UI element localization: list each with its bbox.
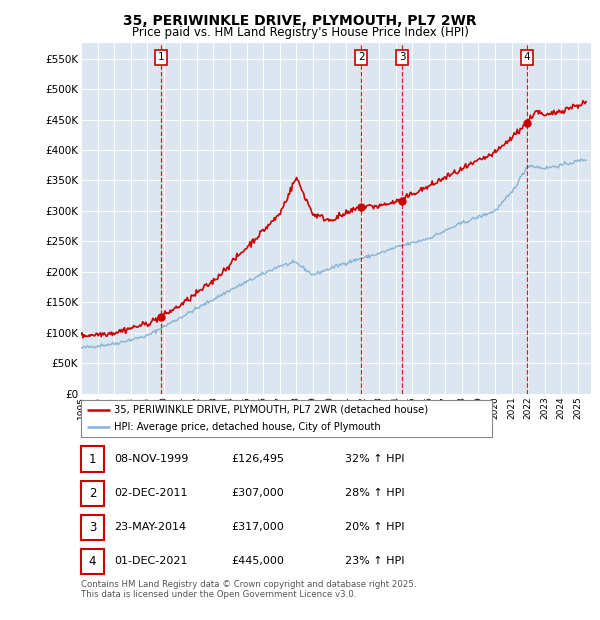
- Text: Price paid vs. HM Land Registry's House Price Index (HPI): Price paid vs. HM Land Registry's House …: [131, 26, 469, 39]
- Text: 01-DEC-2021: 01-DEC-2021: [114, 557, 187, 567]
- Text: £445,000: £445,000: [231, 557, 284, 567]
- Text: 4: 4: [89, 555, 96, 568]
- Text: £126,495: £126,495: [231, 454, 284, 464]
- Text: HPI: Average price, detached house, City of Plymouth: HPI: Average price, detached house, City…: [114, 422, 380, 432]
- Text: 08-NOV-1999: 08-NOV-1999: [114, 454, 188, 464]
- Text: 1: 1: [89, 453, 96, 466]
- Text: 23% ↑ HPI: 23% ↑ HPI: [345, 557, 404, 567]
- Text: 28% ↑ HPI: 28% ↑ HPI: [345, 489, 404, 498]
- Text: £317,000: £317,000: [231, 523, 284, 533]
- Text: 2: 2: [89, 487, 96, 500]
- Text: £307,000: £307,000: [231, 489, 284, 498]
- Text: 2: 2: [358, 52, 364, 62]
- Text: 02-DEC-2011: 02-DEC-2011: [114, 489, 187, 498]
- Text: 20% ↑ HPI: 20% ↑ HPI: [345, 523, 404, 533]
- Text: 3: 3: [399, 52, 406, 62]
- Text: Contains HM Land Registry data © Crown copyright and database right 2025.
This d: Contains HM Land Registry data © Crown c…: [81, 580, 416, 599]
- Text: 35, PERIWINKLE DRIVE, PLYMOUTH, PL7 2WR: 35, PERIWINKLE DRIVE, PLYMOUTH, PL7 2WR: [123, 14, 477, 28]
- Text: 1: 1: [158, 52, 164, 62]
- Text: 3: 3: [89, 521, 96, 534]
- Text: 23-MAY-2014: 23-MAY-2014: [114, 523, 186, 533]
- Text: 35, PERIWINKLE DRIVE, PLYMOUTH, PL7 2WR (detached house): 35, PERIWINKLE DRIVE, PLYMOUTH, PL7 2WR …: [114, 405, 428, 415]
- Text: 4: 4: [523, 52, 530, 62]
- Text: 32% ↑ HPI: 32% ↑ HPI: [345, 454, 404, 464]
